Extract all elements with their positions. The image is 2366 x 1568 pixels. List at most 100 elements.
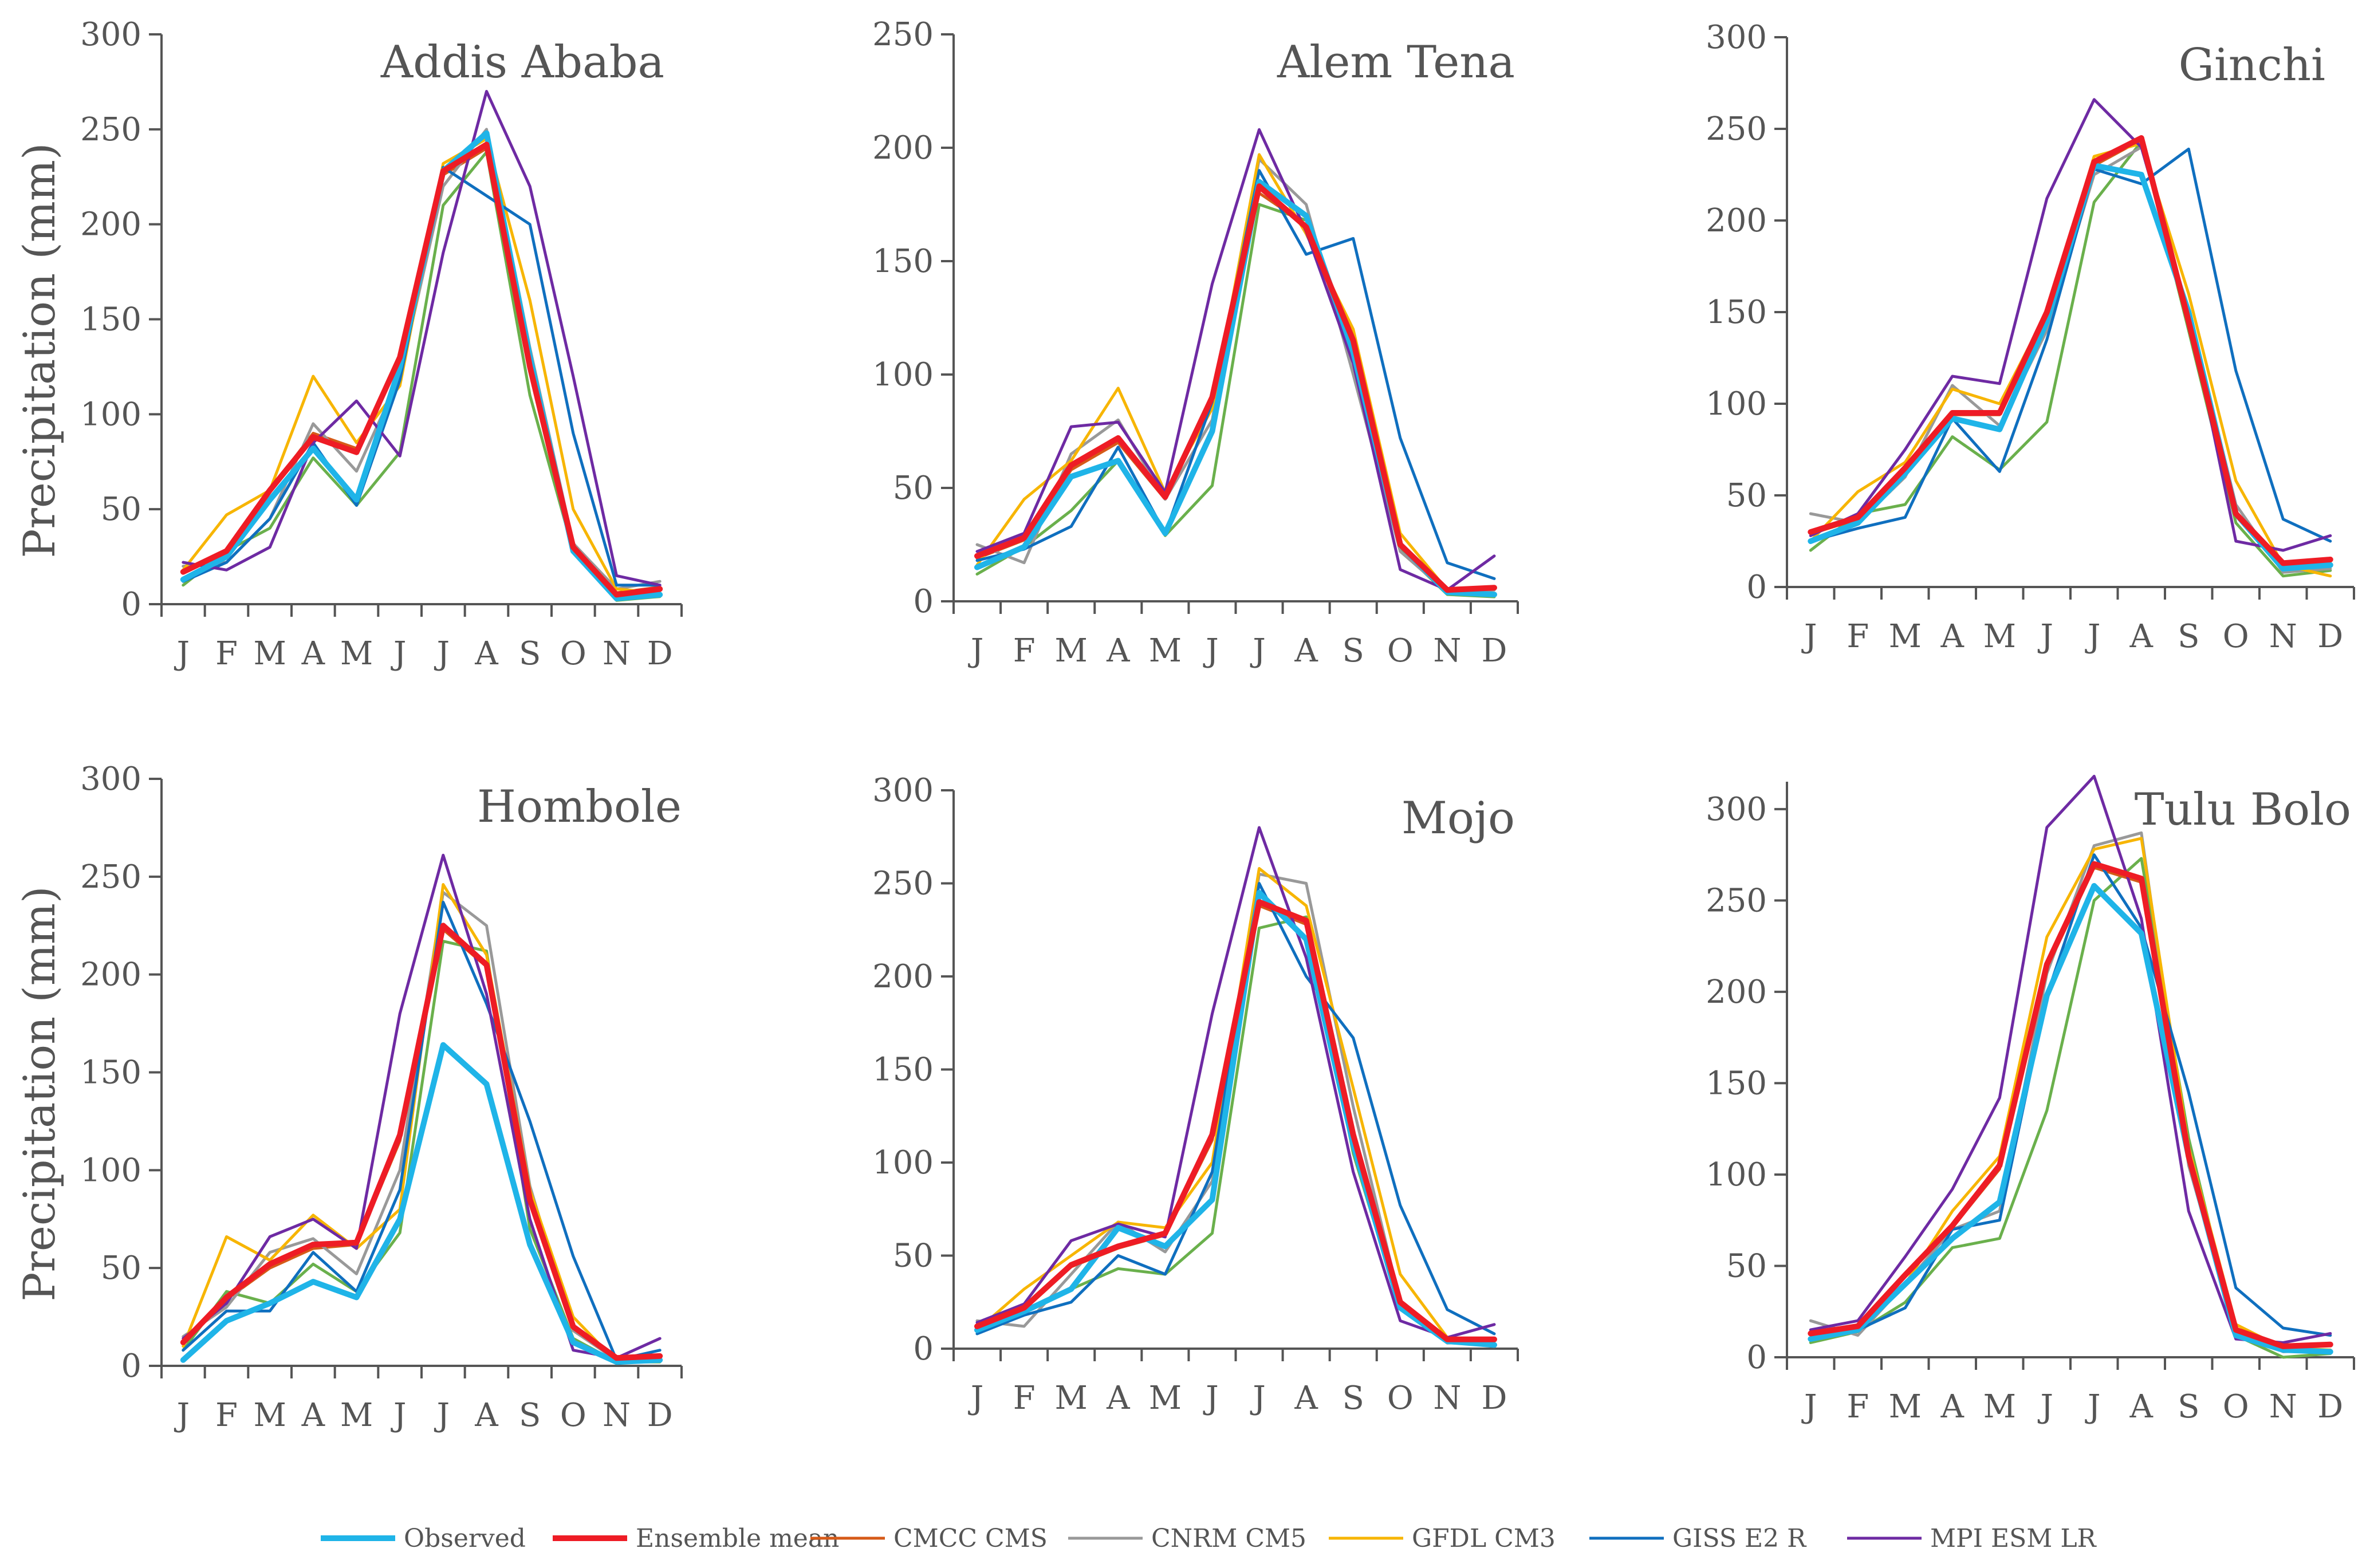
x-tick-label: F [215, 635, 238, 672]
panel-title: Mojo [1402, 793, 1515, 844]
x-tick-label: J [391, 1397, 406, 1434]
x-tick-label: J [1801, 1388, 1817, 1425]
x-tick-label: N [603, 635, 631, 672]
y-tick-label: 250 [80, 858, 141, 896]
x-tick-label: M [340, 1397, 373, 1434]
series-line-giss-e2-r [182, 900, 662, 1362]
x-tick-label: A [1294, 632, 1318, 669]
y-tick-label: 300 [872, 772, 934, 809]
series-line-gfdl-cm3 [975, 867, 1496, 1345]
legend-item-cmcc-cms: CMCC CMS [810, 1524, 1048, 1553]
x-tick-label: A [2129, 618, 2154, 655]
x-tick-label: F [1013, 1380, 1036, 1417]
series-line-ensemble-mean [180, 923, 663, 1361]
y-tick-label: 150 [872, 1051, 934, 1089]
series-line-gfdl-cm3 [182, 137, 662, 594]
x-tick-label: J [1801, 618, 1817, 655]
x-tick-label: J [1250, 1380, 1265, 1417]
series-line-observed [180, 130, 663, 601]
series-line-observed [974, 889, 1497, 1348]
series-line-unlabeled [975, 203, 1496, 598]
panel-title: Ginchi [2179, 40, 2325, 91]
y-tick-label: 50 [893, 1238, 934, 1275]
x-tick-label: N [2269, 1388, 2297, 1425]
y-tick-label: 100 [1706, 385, 1767, 423]
x-tick-label: J [2038, 618, 2053, 655]
series-line-mpi-esm-lr [1809, 98, 2332, 552]
x-tick-label: S [2178, 1388, 2199, 1425]
x-tick-label: M [1983, 1388, 2016, 1425]
series-line-giss-e2-r [975, 169, 1496, 580]
y-tick-label: 200 [1706, 202, 1767, 239]
y-tick-label: 50 [893, 470, 934, 507]
x-tick-label: J [391, 635, 406, 672]
series-line-observed [1808, 883, 2333, 1355]
series-line-unlabeled [182, 940, 662, 1364]
x-tick-label: S [2178, 618, 2199, 655]
x-tick-label: F [1847, 1388, 1869, 1425]
series-line-gfdl-cm3 [975, 153, 1496, 596]
y-tick-label: 300 [80, 16, 141, 53]
x-tick-label: M [253, 635, 286, 672]
x-tick-label: N [603, 1397, 631, 1434]
series-line-ensemble-mean [180, 141, 663, 598]
x-tick-label: S [1343, 1380, 1364, 1417]
series-line-ensemble-mean [1808, 135, 2333, 566]
x-tick-label: A [1106, 1380, 1130, 1417]
legend-item-mpi-esm-lr: MPI ESM LR [1847, 1524, 2097, 1553]
y-tick-label: 0 [1746, 1339, 1767, 1376]
legend-item-giss-e2-r: GISS E2 R [1589, 1524, 1807, 1553]
x-tick-label: M [1889, 618, 1922, 655]
panel-title: Addis Ababa [380, 37, 664, 88]
x-tick-label: M [1983, 618, 2016, 655]
x-tick-label: A [474, 635, 498, 672]
y-tick-label: 0 [121, 1348, 141, 1385]
legend-item-cnrm-cm5: CNRM CM5 [1068, 1524, 1306, 1553]
series-line-ensemble-mean [974, 899, 1497, 1342]
y-tick-label: 0 [121, 586, 141, 623]
x-tick-label: D [647, 1397, 673, 1434]
series-line-mpi-esm-lr [975, 128, 1496, 592]
x-tick-label: M [1055, 632, 1088, 669]
y-tick-label: 0 [913, 1330, 934, 1368]
series-line-cmcc-cms [975, 904, 1496, 1341]
series-line-ensemble-mean [974, 183, 1497, 593]
legend-item-ensemble-mean: Ensemble mean [553, 1524, 839, 1553]
y-tick-label: 250 [872, 16, 934, 53]
y-tick-label: 100 [80, 1152, 141, 1189]
x-tick-label: A [1940, 1388, 1965, 1425]
y-tick-label: 200 [80, 956, 141, 994]
series-line-cmcc-cms [1809, 138, 2332, 567]
x-tick-label: O [560, 1397, 586, 1434]
x-tick-label: A [1294, 1380, 1318, 1417]
y-tick-label: 250 [80, 111, 141, 148]
x-tick-label: O [1387, 1380, 1414, 1417]
y-tick-label: 200 [1706, 974, 1767, 1011]
series-line-unlabeled [1809, 140, 2332, 578]
series-line-cmcc-cms [975, 191, 1496, 592]
x-tick-label: F [1847, 618, 1869, 655]
x-tick-label: M [1055, 1380, 1088, 1417]
y-tick-label: 100 [80, 396, 141, 433]
series-line-cmcc-cms [182, 147, 662, 594]
y-tick-label: 50 [1726, 1247, 1767, 1285]
x-tick-label: M [1149, 1380, 1182, 1417]
y-tick-label: 300 [1706, 19, 1767, 56]
x-tick-label: D [647, 635, 673, 672]
x-tick-label: N [2269, 618, 2297, 655]
y-tick-label: 300 [80, 761, 141, 798]
x-tick-label: D [1482, 632, 1507, 669]
y-tick-label: 300 [1706, 791, 1767, 828]
x-tick-label: D [2317, 1388, 2343, 1425]
series-line-cnrm-cm5 [975, 872, 1496, 1345]
x-tick-label: J [968, 1380, 983, 1417]
y-tick-label: 0 [1746, 569, 1767, 606]
legend-label: MPI ESM LR [1930, 1524, 2097, 1553]
x-tick-label: J [1203, 1380, 1218, 1417]
panel-title: Hombole [477, 781, 682, 833]
x-tick-label: A [1940, 618, 1965, 655]
x-tick-label: D [1482, 1380, 1507, 1417]
